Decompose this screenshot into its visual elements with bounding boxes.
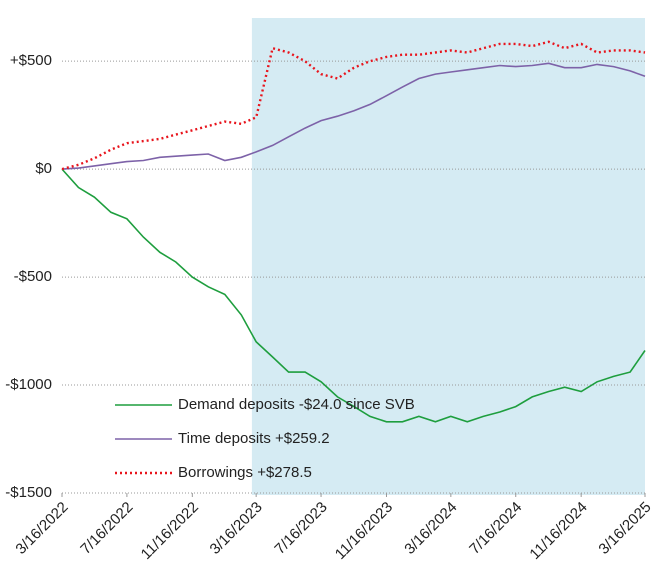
y-tick-label: +$500 (10, 52, 52, 69)
x-tick-label: 7/16/2024 (466, 499, 525, 558)
x-tick-label: 3/16/2024 (401, 499, 460, 558)
shaded-region (251, 18, 645, 495)
x-tick-label: 3/16/2025 (595, 499, 654, 558)
x-tick-label: 11/16/2022 (138, 499, 202, 563)
x-tick-label: 11/16/2023 (332, 499, 396, 563)
data-line (61, 62, 646, 170)
legend-label: Time deposits +$259.2 (178, 430, 330, 447)
x-tick-label: 7/16/2023 (271, 499, 330, 558)
x-tick-label: 3/16/2022 (12, 499, 71, 558)
x-tick-label: 11/16/2024 (526, 499, 590, 563)
y-tick-label: -$1000 (5, 376, 52, 393)
y-tick-label: -$1500 (5, 484, 52, 501)
legend-label: Demand deposits -$24.0 since SVB (178, 396, 415, 413)
data-line (61, 168, 646, 423)
x-tick-label: 7/16/2022 (77, 499, 136, 558)
y-tick-label: -$500 (14, 268, 52, 285)
legend-label: Borrowings +$278.5 (178, 464, 312, 481)
x-tick-label: 3/16/2023 (207, 499, 266, 558)
data-line (61, 40, 646, 171)
y-tick-label: $0 (35, 160, 52, 177)
